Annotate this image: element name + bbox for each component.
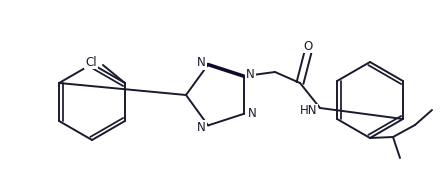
Text: N: N	[248, 107, 256, 120]
Text: N: N	[198, 56, 206, 69]
Text: N: N	[198, 121, 206, 134]
Text: N: N	[246, 68, 255, 81]
Text: O: O	[303, 39, 313, 53]
Text: Cl: Cl	[85, 56, 97, 68]
Text: HN: HN	[299, 104, 317, 118]
